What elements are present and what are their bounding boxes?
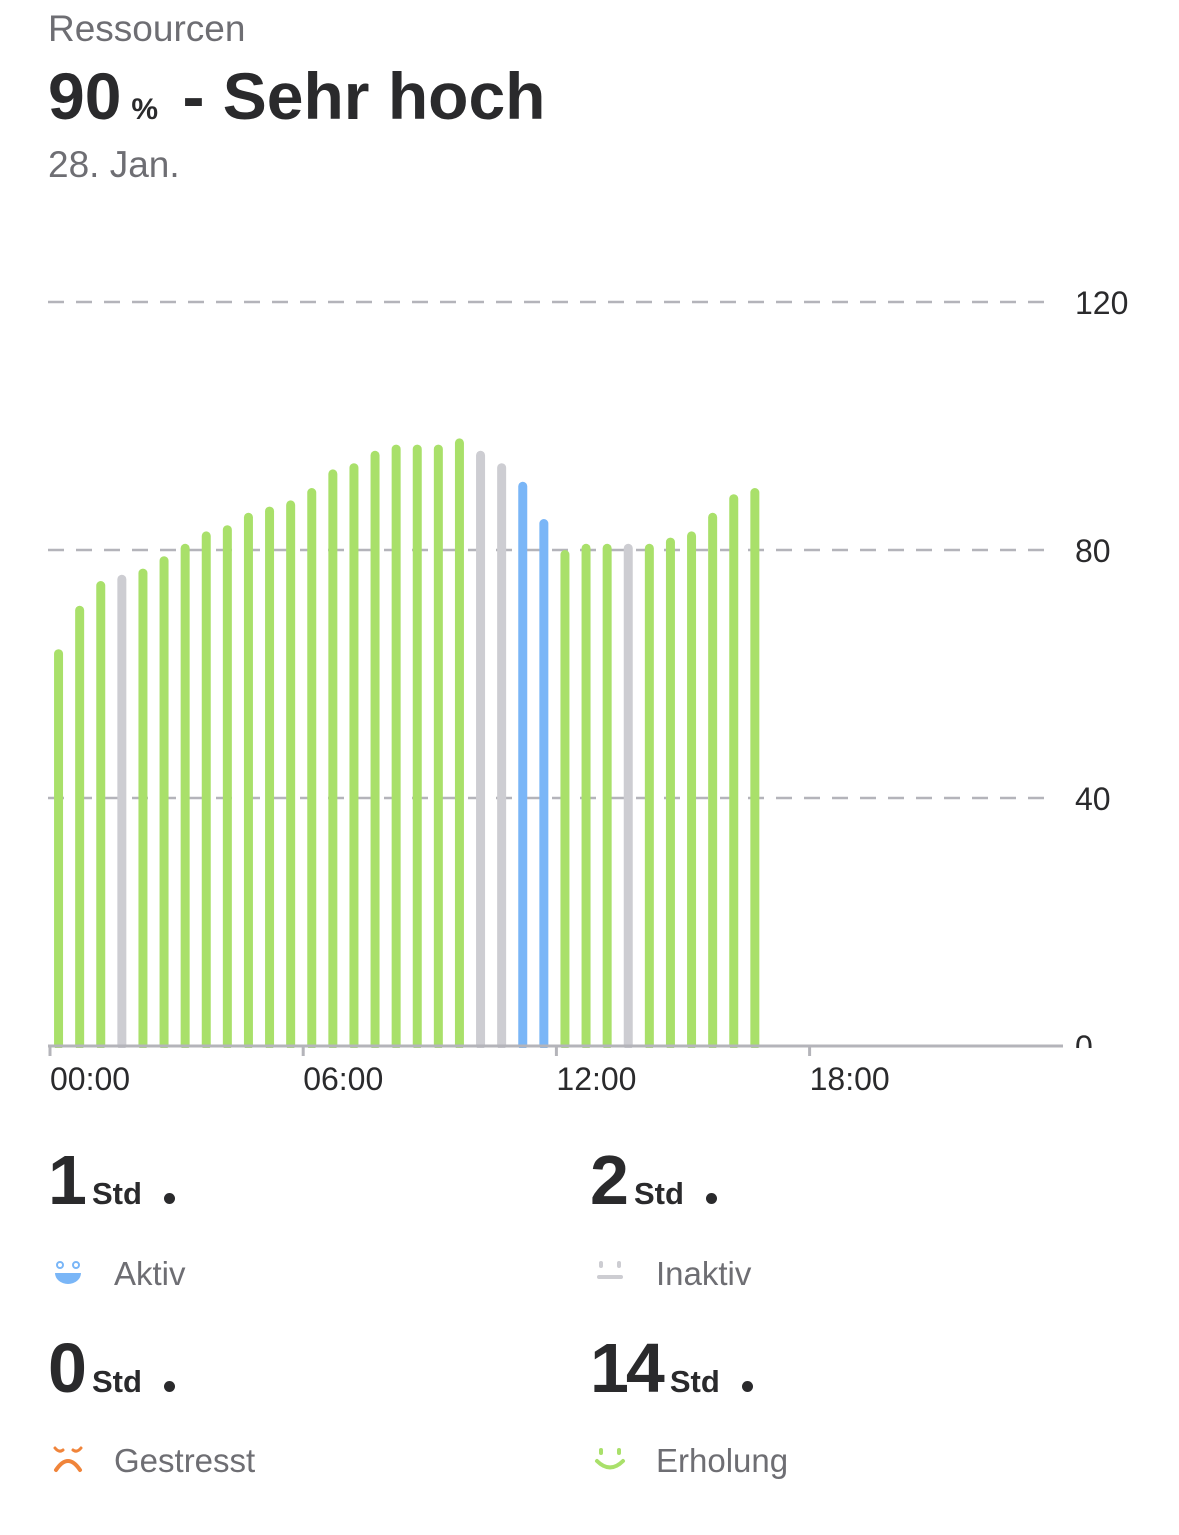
- smile-face-icon: [595, 1448, 625, 1470]
- dot-icon: [163, 1381, 175, 1392]
- bar-recovery: [581, 543, 591, 1050]
- x-tick-label: 06:00: [303, 1061, 383, 1097]
- dot-icon: [741, 1381, 753, 1392]
- bar-recovery: [560, 550, 570, 1050]
- bar-recovery: [644, 543, 654, 1050]
- bar-recovery: [729, 494, 739, 1050]
- legend-aktiv: Aktiv: [50, 1255, 186, 1293]
- dot-icon: [163, 1193, 175, 1204]
- stat-duration-inaktiv: 2 Std: [590, 1140, 717, 1220]
- neutral-face-icon: [597, 1261, 623, 1279]
- bar-recovery: [602, 543, 612, 1050]
- bar-recovery: [138, 568, 148, 1050]
- date-label: 28. Jan.: [48, 144, 180, 185]
- bar-recovery: [665, 537, 675, 1050]
- bar-recovery: [370, 450, 380, 1050]
- bar-active: [539, 519, 549, 1050]
- bar-recovery: [159, 556, 169, 1050]
- dot-icon: [705, 1193, 717, 1204]
- bar-recovery: [75, 605, 85, 1050]
- stat-duration-gestresst: 0 Std: [48, 1328, 175, 1408]
- bar-recovery: [412, 444, 422, 1051]
- stat-value: 14: [590, 1329, 665, 1407]
- y-tick-label: 120: [1075, 285, 1128, 321]
- resource-value: 90: [48, 59, 122, 133]
- stressed-face-icon: [53, 1446, 83, 1472]
- bar-recovery: [328, 469, 338, 1050]
- bar-recovery: [222, 525, 232, 1050]
- stat-duration-erholung: 14 Std: [590, 1328, 753, 1408]
- legend-erholung: Erholung: [592, 1442, 788, 1480]
- stat-value: 2: [590, 1141, 629, 1219]
- resource-headline: 90% - Sehr hoch: [48, 58, 545, 134]
- bar-recovery: [433, 444, 443, 1051]
- x-tick-label: 00:00: [50, 1061, 130, 1097]
- stat-unit: Std: [91, 1176, 142, 1211]
- bar-recovery: [286, 500, 296, 1050]
- happy-face-icon: [55, 1261, 81, 1284]
- legend-gestresst: Gestresst: [50, 1442, 255, 1480]
- resource-unit: %: [131, 93, 159, 126]
- metric-title: Ressourcen: [48, 8, 246, 49]
- bar-recovery: [307, 488, 317, 1050]
- bar-inactive: [623, 543, 633, 1050]
- bar-inactive: [476, 450, 486, 1050]
- bar-inactive: [497, 463, 507, 1050]
- legend-inaktiv: Inaktiv: [592, 1255, 751, 1293]
- bar-recovery: [750, 488, 760, 1050]
- stat-unit: Std: [669, 1364, 720, 1399]
- stat-unit: Std: [91, 1364, 142, 1399]
- bar-recovery: [391, 444, 401, 1051]
- bar-recovery: [96, 581, 106, 1050]
- bar-recovery: [708, 512, 718, 1050]
- stat-value: 1: [48, 1141, 87, 1219]
- bar-recovery: [687, 531, 697, 1050]
- y-tick-label: 80: [1075, 533, 1111, 569]
- legend-label: Gestresst: [114, 1442, 256, 1479]
- x-tick-label: 12:00: [556, 1061, 636, 1097]
- bar-recovery: [201, 531, 211, 1050]
- x-tick-label: 18:00: [810, 1061, 890, 1097]
- bar-recovery: [54, 649, 64, 1050]
- stat-value: 0: [48, 1329, 87, 1407]
- axis-mask: [48, 1048, 1148, 1088]
- bar-inactive: [117, 574, 127, 1050]
- resource-level: - Sehr hoch: [164, 59, 546, 133]
- legend-label: Inaktiv: [656, 1255, 752, 1292]
- bar-active: [518, 481, 528, 1050]
- stat-unit: Std: [633, 1176, 684, 1211]
- bar-recovery: [349, 463, 359, 1050]
- bar-recovery: [265, 506, 275, 1051]
- stat-duration-aktiv: 1 Std: [48, 1140, 175, 1220]
- bar-recovery: [243, 512, 253, 1050]
- legend-label: Aktiv: [114, 1255, 186, 1292]
- bar-recovery: [180, 543, 190, 1050]
- bar-recovery: [454, 438, 464, 1050]
- legend-label: Erholung: [656, 1442, 789, 1479]
- y-tick-label: 40: [1075, 781, 1111, 817]
